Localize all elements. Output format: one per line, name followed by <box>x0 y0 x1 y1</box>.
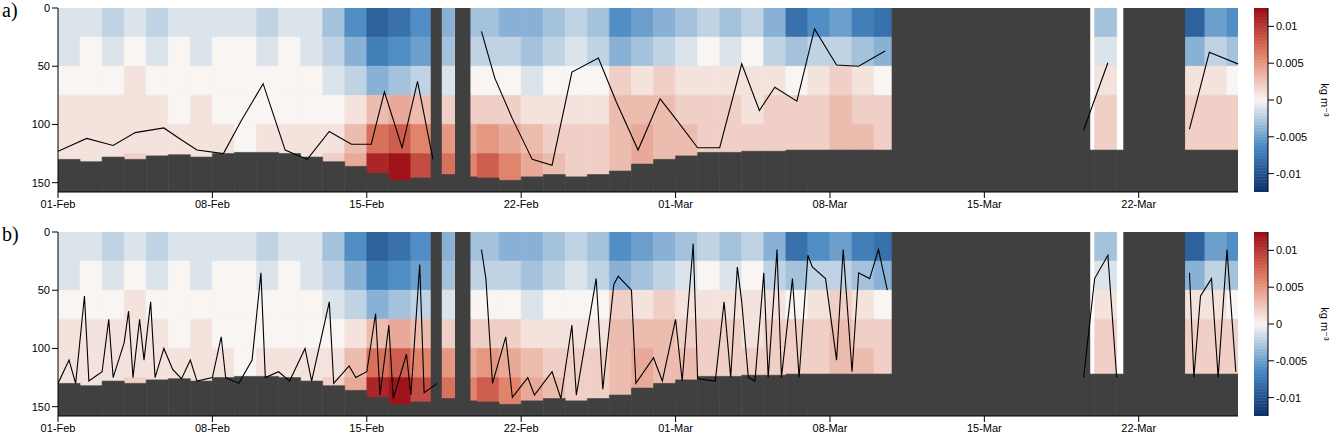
svg-text:08-Feb: 08-Feb <box>195 198 230 210</box>
svg-text:150: 150 <box>32 401 50 413</box>
svg-text:150: 150 <box>32 177 50 189</box>
svg-text:-0.005: -0.005 <box>1276 131 1307 143</box>
svg-text:0.005: 0.005 <box>1276 57 1304 69</box>
svg-text:22-Feb: 22-Feb <box>504 422 539 434</box>
svg-text:-0.01: -0.01 <box>1276 168 1301 180</box>
svg-text:0.01: 0.01 <box>1276 244 1297 256</box>
svg-text:22-Mar: 22-Mar <box>1121 422 1156 434</box>
svg-text:01-Mar: 01-Mar <box>658 422 693 434</box>
svg-text:01-Mar: 01-Mar <box>658 198 693 210</box>
svg-text:0: 0 <box>44 226 50 238</box>
svg-text:15-Feb: 15-Feb <box>349 198 384 210</box>
svg-text:-0.005: -0.005 <box>1276 355 1307 367</box>
svg-text:15-Mar: 15-Mar <box>967 422 1002 434</box>
html-text:b): b) <box>2 223 19 245</box>
svg-text:08-Feb: 08-Feb <box>195 422 230 434</box>
svg-text:01-Feb: 01-Feb <box>41 198 76 210</box>
svg-text:100: 100 <box>32 342 50 354</box>
svg-text:22-Feb: 22-Feb <box>504 198 539 210</box>
svg-text:-0.01: -0.01 <box>1276 392 1301 404</box>
html-text:a): a) <box>2 0 18 21</box>
svg-text:50: 50 <box>38 284 50 296</box>
svg-text:0.01: 0.01 <box>1276 20 1297 32</box>
svg-text:0: 0 <box>1276 318 1282 330</box>
svg-text:0.005: 0.005 <box>1276 281 1304 293</box>
svg-text:15-Feb: 15-Feb <box>349 422 384 434</box>
svg-text:kg m⁻³: kg m⁻³ <box>1319 83 1330 117</box>
svg-text:01-Feb: 01-Feb <box>41 422 76 434</box>
svg-text:22-Mar: 22-Mar <box>1121 198 1156 210</box>
svg-text:15-Mar: 15-Mar <box>967 198 1002 210</box>
svg-text:100: 100 <box>32 118 50 130</box>
svg-text:0: 0 <box>44 2 50 14</box>
svg-text:0: 0 <box>1276 94 1282 106</box>
svg-text:50: 50 <box>38 60 50 72</box>
svg-text:kg m⁻³: kg m⁻³ <box>1319 307 1330 341</box>
svg-text:08-Mar: 08-Mar <box>813 422 848 434</box>
svg-text:08-Mar: 08-Mar <box>813 198 848 210</box>
